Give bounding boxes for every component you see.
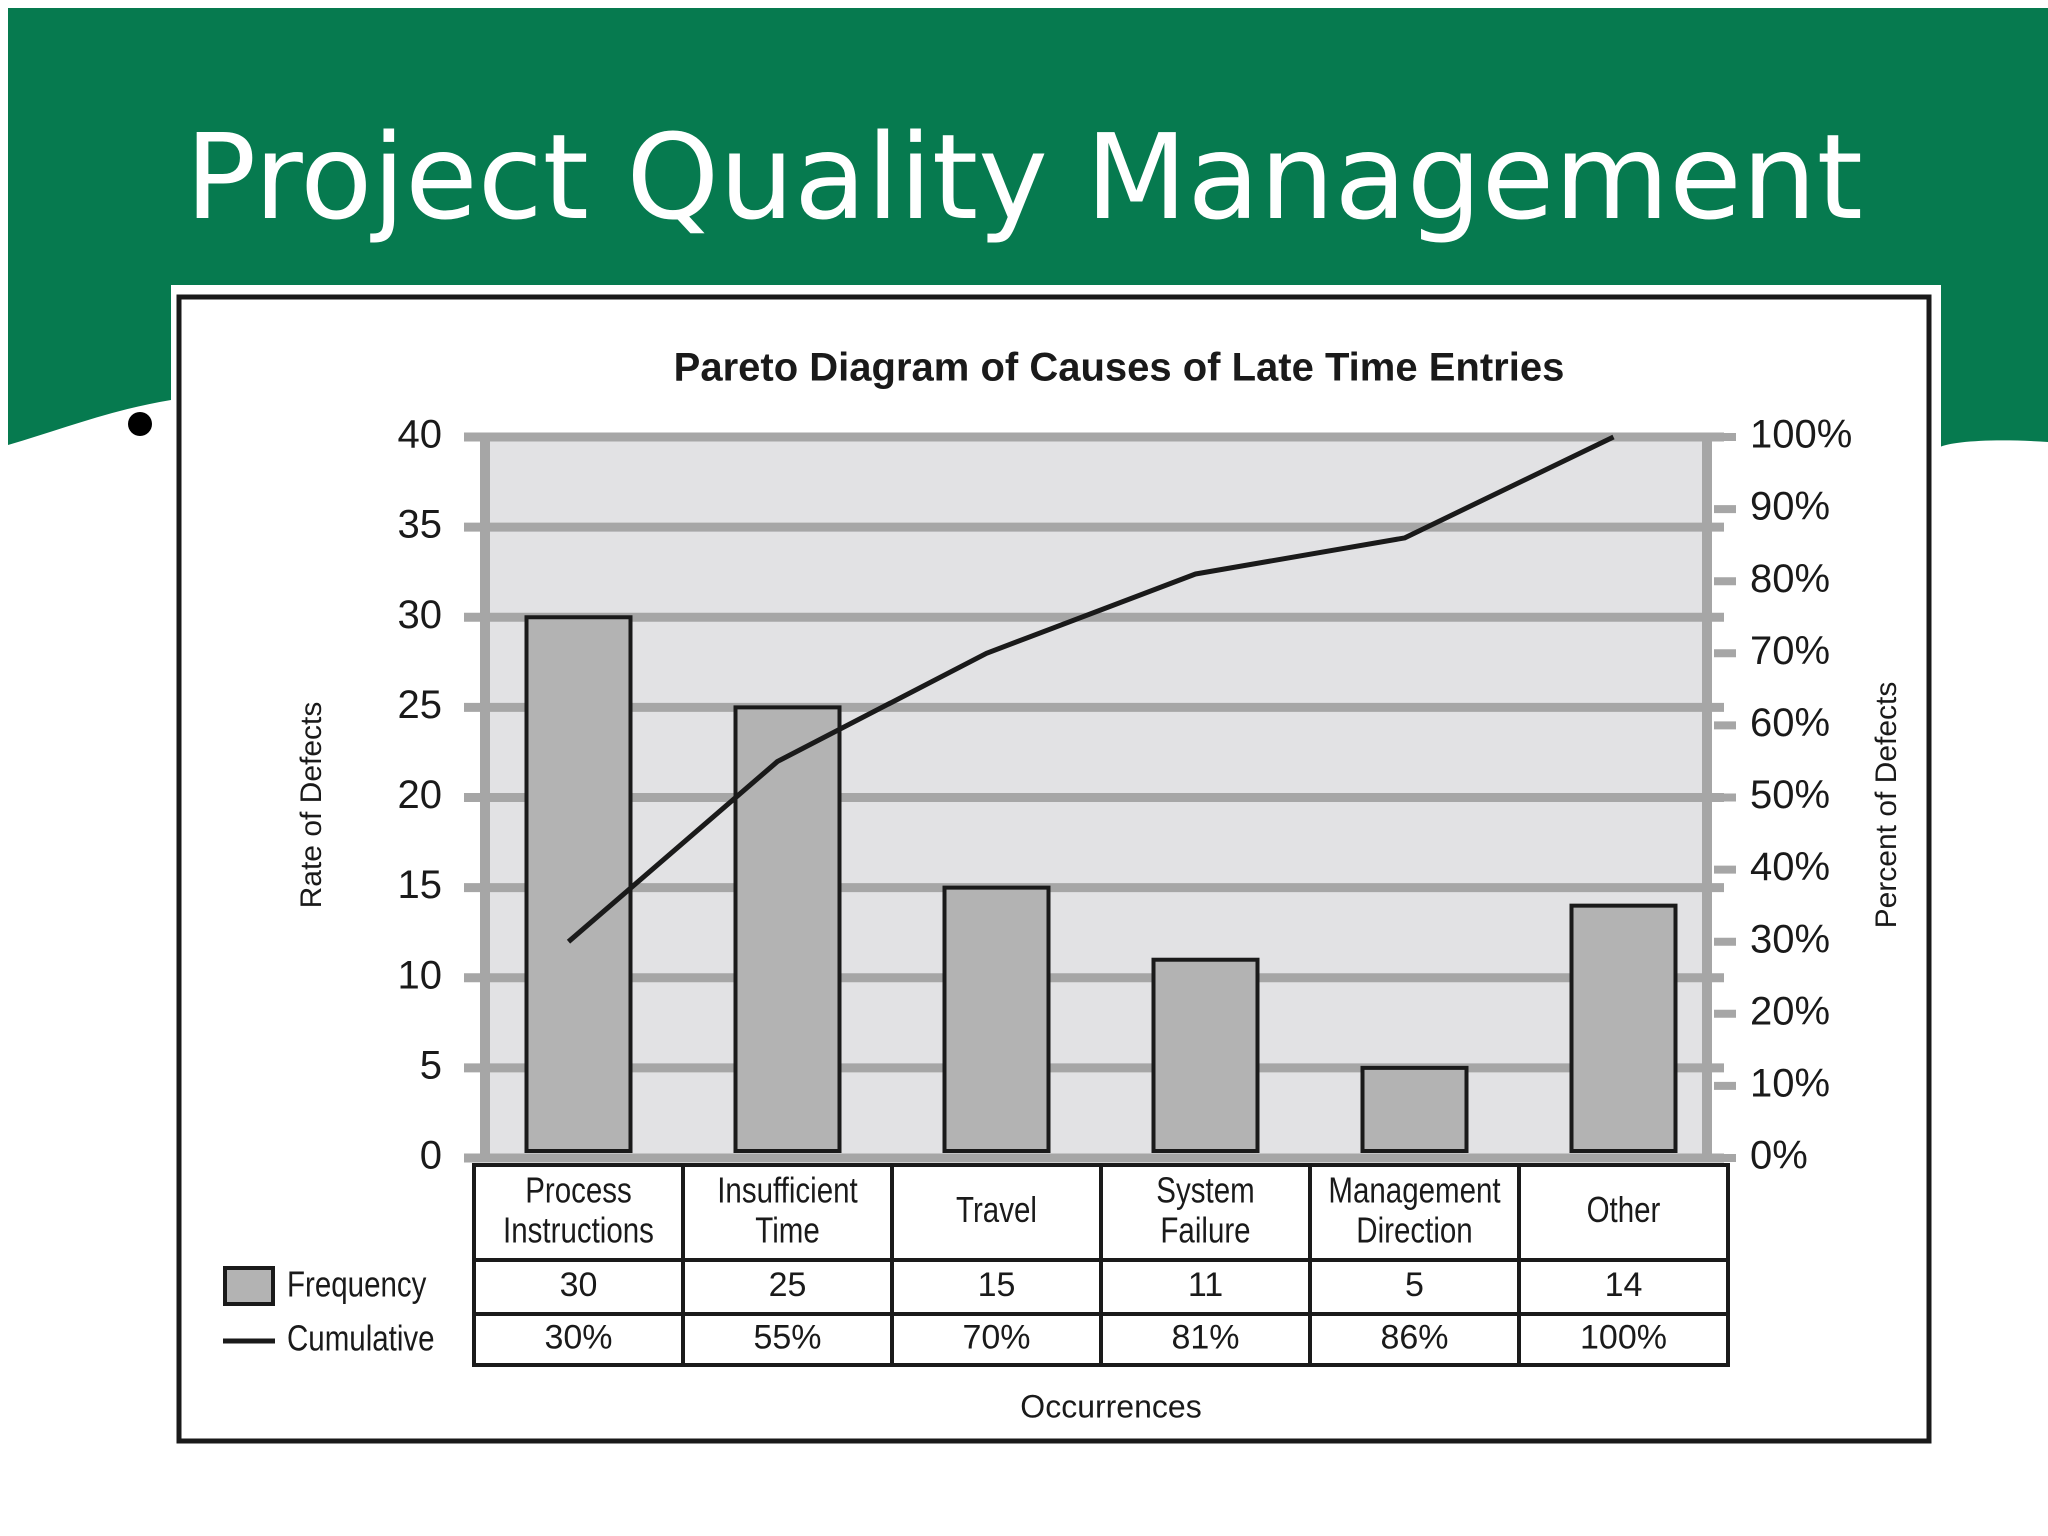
data-table	[472, 1163, 1730, 1367]
bar-0	[524, 615, 633, 1153]
y2-tick-label: 40%	[1750, 845, 1830, 889]
bar-4	[1360, 1065, 1469, 1153]
cumulative-value: 30%	[544, 1318, 612, 1356]
y2-tick-label: 50%	[1750, 773, 1830, 817]
y-tick-label: 20	[398, 773, 443, 817]
cumulative-value: 100%	[1580, 1318, 1667, 1356]
category-label: Time	[755, 1210, 819, 1250]
y2-tick-label: 100%	[1750, 413, 1852, 457]
category-label: Instructions	[503, 1210, 654, 1250]
category-label: Direction	[1356, 1210, 1472, 1250]
y2-tick-label: 80%	[1750, 557, 1830, 601]
cumulative-value: 86%	[1380, 1318, 1448, 1356]
y-tick-label: 30	[398, 593, 443, 637]
pareto-figure: Pareto Diagram of Causes of Late Time En…	[171, 285, 1941, 1451]
category-label: Insufficient	[717, 1170, 858, 1210]
bar-1	[733, 705, 842, 1153]
legend-frequency-label: Frequency	[287, 1264, 427, 1304]
frequency-value: 14	[1605, 1266, 1643, 1304]
bar-2	[942, 885, 1051, 1153]
slide-title: Project Quality Management	[185, 108, 1863, 246]
frequency-value: 11	[1188, 1266, 1223, 1304]
y2-tick-label: 60%	[1750, 701, 1830, 745]
y2-tick-label: 90%	[1750, 485, 1830, 529]
y-tick-label: 40	[398, 413, 443, 457]
cumulative-value: 70%	[962, 1318, 1030, 1356]
category-label: Failure	[1160, 1210, 1250, 1250]
frequency-value: 15	[978, 1266, 1016, 1304]
y-tick-label: 5	[420, 1043, 442, 1087]
frequency-value: 5	[1405, 1266, 1424, 1304]
frequency-value: 25	[769, 1266, 807, 1304]
y2-tick-label: 20%	[1750, 989, 1830, 1033]
bar-3	[1151, 957, 1260, 1153]
y-tick-label: 0	[420, 1134, 442, 1178]
cumulative-value: 81%	[1171, 1318, 1239, 1356]
x-axis-label: Occurrences	[1020, 1388, 1201, 1424]
y2-tick-label: 70%	[1750, 629, 1830, 673]
chart-title: Pareto Diagram of Causes of Late Time En…	[674, 346, 1565, 390]
y-tick-label: 10	[398, 953, 443, 997]
category-label: Other	[1587, 1189, 1661, 1229]
y2-tick-label: 0%	[1750, 1134, 1808, 1178]
frequency-value: 30	[560, 1266, 598, 1304]
y2-tick-label: 30%	[1750, 917, 1830, 961]
cumulative-value: 55%	[753, 1318, 821, 1356]
category-label: Process	[525, 1170, 632, 1210]
y2-axis-label: Percent of Defects	[1870, 682, 1903, 929]
category-label: System	[1156, 1170, 1254, 1210]
y-tick-label: 15	[398, 863, 443, 907]
cumulative-line	[566, 434, 1615, 944]
bullet-point	[128, 412, 152, 436]
pareto-chart: Pareto Diagram of Causes of Late Time En…	[176, 294, 1932, 1444]
y-tick-label: 25	[398, 683, 443, 727]
y-axis-label: Rate of Defects	[295, 702, 328, 909]
legend-frequency-swatch	[223, 1266, 275, 1306]
y-tick-label: 35	[398, 503, 443, 547]
bar-5	[1569, 903, 1678, 1154]
category-label: Management	[1328, 1170, 1500, 1210]
y2-tick-label: 10%	[1750, 1061, 1830, 1105]
legend-cumulative-label: Cumulative	[287, 1318, 435, 1358]
category-label: Travel	[956, 1189, 1037, 1229]
